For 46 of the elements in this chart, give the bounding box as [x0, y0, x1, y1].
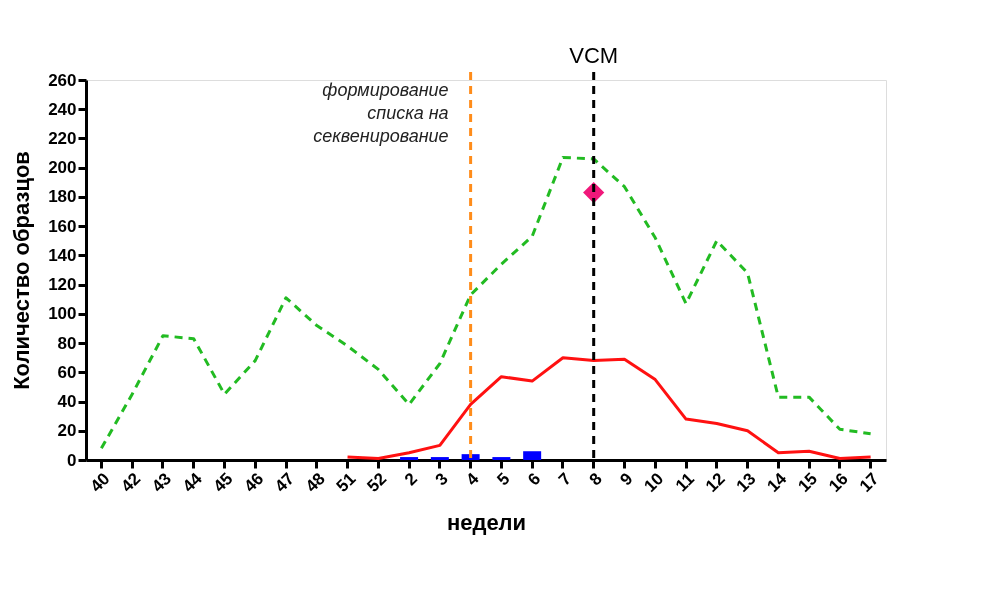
x-tick-label: 9 — [616, 469, 637, 490]
x-axis-title: недели — [446, 510, 527, 536]
x-tick-label: 47 — [271, 469, 299, 496]
x-tick-label: 10 — [640, 469, 668, 496]
y-tick-label: 80 — [57, 333, 77, 353]
x-tick-label: 7 — [554, 469, 575, 490]
y-tick-label: 160 — [48, 216, 77, 236]
y-tick-label: 120 — [48, 275, 77, 295]
y-tick-label: 40 — [57, 392, 77, 412]
y-tick-label: 0 — [67, 450, 77, 470]
x-tick-label: 13 — [732, 469, 760, 496]
ref-line-label: формирование списка на секвенирование — [313, 80, 449, 146]
x-tick-label: 43 — [148, 469, 175, 496]
y-tick-label: 60 — [57, 362, 77, 382]
y-tick-label: 180 — [48, 187, 77, 207]
y-tick-label: 220 — [48, 128, 77, 148]
y-axis-title: Количество образцов — [9, 151, 35, 390]
x-tick-label: 52 — [363, 469, 391, 496]
x-tick-label: 17 — [855, 469, 883, 496]
x-tick-label: 46 — [240, 469, 268, 496]
x-tick-label: 45 — [209, 469, 237, 496]
x-tick-label: 42 — [117, 469, 145, 496]
x-tick-label: 5 — [493, 469, 514, 490]
y-tick-label: 140 — [48, 245, 77, 265]
x-tick-label: 48 — [301, 469, 329, 496]
x-tick-label: 16 — [825, 469, 852, 496]
x-tick-label: 3 — [431, 469, 452, 490]
y-tick-label: 240 — [48, 99, 77, 119]
y-tick-label: 20 — [57, 421, 77, 441]
line-series — [346, 356, 873, 461]
line-series — [99, 155, 873, 450]
y-tick-label: 260 — [48, 70, 77, 90]
x-tick-label: 15 — [794, 469, 822, 496]
x-tick-label: 2 — [400, 469, 422, 490]
x-tick-label: 12 — [701, 469, 729, 496]
x-tick-label: 6 — [524, 469, 545, 490]
x-tick-label: 8 — [585, 469, 606, 490]
x-tick-label: 40 — [86, 469, 114, 496]
ref-line-label: VCM — [569, 43, 619, 68]
x-tick-label: 11 — [671, 469, 699, 496]
y-tick-label: 200 — [48, 158, 77, 178]
x-tick-label: 51 — [332, 469, 360, 496]
y-tick-label: 100 — [48, 304, 77, 324]
x-tick-label: 44 — [178, 468, 207, 496]
x-tick-label: 4 — [462, 468, 484, 490]
x-tick-label: 14 — [763, 468, 791, 496]
